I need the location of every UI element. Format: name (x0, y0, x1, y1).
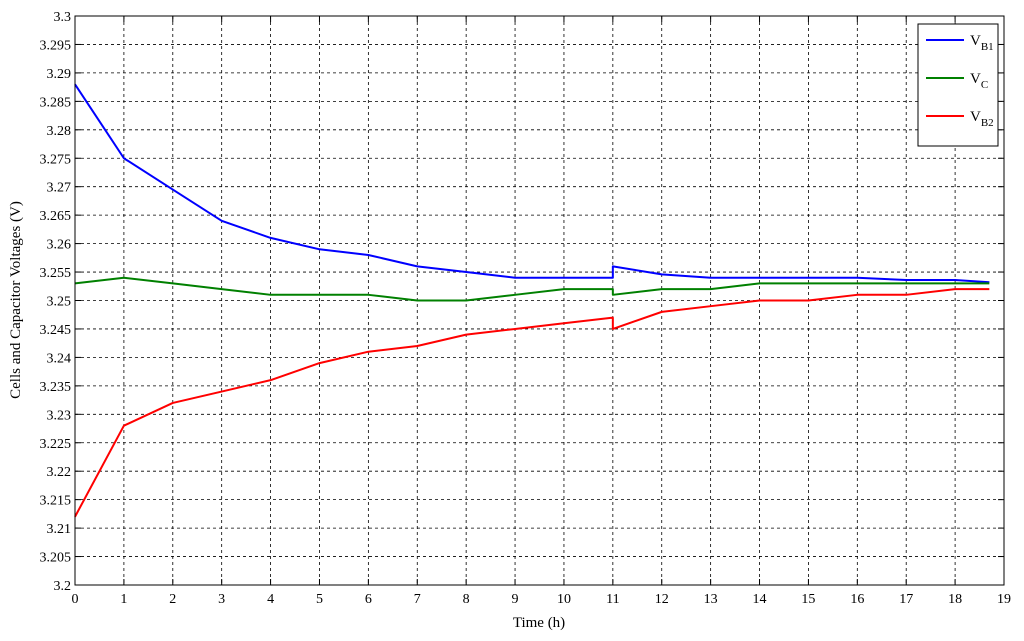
y-tick-label: 3.235 (40, 380, 72, 395)
x-tick-label: 7 (414, 592, 421, 607)
series-group (74, 83, 990, 518)
legend-label: VB1 (970, 33, 994, 53)
x-tick-label: 16 (850, 592, 864, 607)
y-tick-label: 3.23 (47, 408, 72, 423)
series-line-vb2 (74, 288, 990, 518)
x-tick-label: 19 (997, 592, 1011, 607)
y-tick-label: 3.205 (40, 551, 72, 566)
y-tick-label: 3.27 (47, 181, 72, 196)
x-axis-title: Time (h) (513, 615, 565, 631)
x-tick-label: 10 (557, 592, 571, 607)
y-tick-label: 3.215 (40, 494, 72, 509)
legend-label: VB2 (970, 109, 994, 129)
x-tick-label: 15 (801, 592, 815, 607)
x-tick-label: 18 (948, 592, 962, 607)
legend-label-main: V (970, 71, 981, 87)
x-tick-label: 17 (899, 592, 913, 607)
series-line-vb1 (74, 83, 990, 284)
x-tick-label: 1 (120, 592, 127, 607)
y-tick-label: 3.255 (40, 266, 72, 281)
legend-label-subscript: B1 (981, 41, 994, 53)
legend-box (917, 23, 999, 147)
x-tick-label: 0 (72, 592, 79, 607)
y-tick-label: 3.26 (47, 238, 72, 253)
x-tick-label: 8 (463, 592, 470, 607)
y-tick-label: 3.285 (40, 95, 72, 110)
grid (75, 16, 1004, 585)
tick-labels: 0 1 2 3 4 5 6 7 8 9 10 11 12 13 14 15 16 17 18 193.23.2053.… (40, 10, 1012, 607)
y-axis-title: Cells and Capacitor Voltages (V) (8, 201, 24, 399)
y-tick-label: 3.275 (40, 152, 72, 167)
y-tick-label: 3.25 (47, 295, 72, 310)
y-tick-label: 3.28 (47, 124, 72, 139)
x-tick-label: 6 (365, 592, 372, 607)
y-tick-label: 3.21 (47, 522, 72, 537)
y-tick-label: 3.245 (40, 323, 72, 338)
x-tick-label: 4 (267, 592, 274, 607)
legend-label-main: V (970, 33, 981, 49)
y-tick-label: 3.2 (54, 579, 72, 594)
x-tick-label: 9 (512, 592, 519, 607)
legend-label-subscript: C (981, 79, 988, 91)
legend-label: VC (970, 71, 988, 91)
x-tick-label: 5 (316, 592, 323, 607)
x-tick-label: 11 (606, 592, 619, 607)
y-tick-label: 3.24 (47, 351, 72, 366)
legend-label-subscript: B2 (981, 117, 994, 129)
x-tick-label: 13 (704, 592, 718, 607)
legend-label-main: V (970, 109, 981, 125)
y-tick-label: 3.3 (54, 10, 72, 25)
x-tick-label: 14 (753, 592, 767, 607)
x-tick-label: 12 (655, 592, 669, 607)
ticks (74, 15, 1005, 586)
x-tick-label: 2 (169, 592, 176, 607)
y-tick-label: 3.29 (47, 67, 72, 82)
x-tick-label: 3 (218, 592, 225, 607)
y-tick-label: 3.22 (47, 465, 72, 480)
y-tick-label: 3.295 (40, 38, 72, 53)
series-line-vc (74, 276, 990, 302)
y-tick-label: 3.265 (40, 209, 72, 224)
y-tick-label: 3.225 (40, 437, 72, 452)
